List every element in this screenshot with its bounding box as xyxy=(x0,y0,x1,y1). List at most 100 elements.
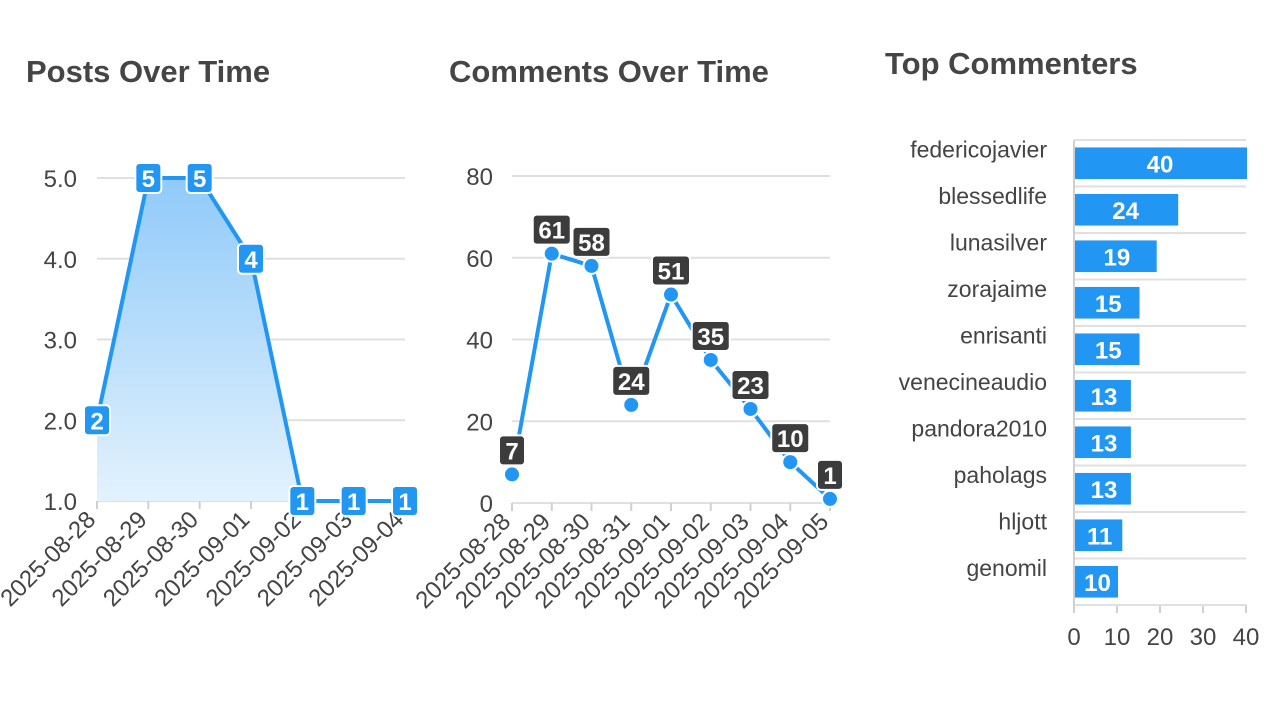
commenter-bar xyxy=(1075,286,1140,319)
comments-data-label: 7 xyxy=(498,434,526,467)
comments-point xyxy=(503,465,521,484)
commenter-value-label: 19 xyxy=(1103,244,1130,271)
comments-data-label: 35 xyxy=(690,319,731,352)
posts-panel: Posts Over Time 1.0 2.0 3.0 4.0 5.0 2025-08-2… xyxy=(0,0,430,720)
comments-data-label-text: 61 xyxy=(538,218,565,245)
posts-data-label-box xyxy=(83,404,111,437)
comments-data-label: 10 xyxy=(770,422,811,455)
comments-data-label-box xyxy=(770,422,811,455)
comments-data-label-text: 51 xyxy=(658,259,685,286)
comments-data-label-text: 1 xyxy=(823,463,836,490)
comments-data-label: 24 xyxy=(611,364,652,397)
commenter-bar xyxy=(1075,426,1131,459)
commenter-value-label: 40 xyxy=(1147,151,1174,178)
commenters-xtick-label: 10 xyxy=(1104,624,1131,651)
posts-chart: 1.02.03.04.05.02025-08-282025-08-292025-… xyxy=(0,162,419,612)
posts-chart-title: Posts Over Time xyxy=(26,54,271,89)
posts-data-label: 2 xyxy=(83,404,111,437)
posts-data-label-text: 4 xyxy=(244,247,258,274)
comments-data-label: 1 xyxy=(816,458,844,491)
commenter-name-label: blessedlife xyxy=(938,183,1047,209)
posts-data-label-box xyxy=(391,485,419,517)
posts-data-label-box xyxy=(339,485,368,517)
comments-data-label-box xyxy=(611,364,652,397)
commenter-name-label: paholags xyxy=(954,462,1047,488)
posts-data-label: 5 xyxy=(134,162,163,194)
comments-data-label: 58 xyxy=(571,225,612,258)
commenter-name-label: federicojavier xyxy=(910,136,1047,162)
comments-data-label: 61 xyxy=(531,213,572,246)
comments-data-label: 51 xyxy=(651,254,691,287)
comments-data-label-box xyxy=(531,213,572,246)
commenter-name-label: lunasilver xyxy=(950,229,1047,255)
comments-data-label-box xyxy=(498,434,526,467)
commenter-bar xyxy=(1075,472,1131,505)
posts-data-label-box xyxy=(288,485,317,517)
commenter-value-label: 13 xyxy=(1091,430,1118,457)
posts-data-label-box xyxy=(134,162,163,194)
commenter-name-label: zorajaime xyxy=(947,276,1047,302)
posts-data-label-text: 5 xyxy=(193,166,206,193)
posts-data-label-text: 1 xyxy=(296,489,309,516)
comments-data-label-text: 23 xyxy=(737,373,764,400)
comments-ytick-label: 0 xyxy=(480,491,493,518)
comments-data-label-text: 24 xyxy=(618,369,645,396)
posts-data-label-box xyxy=(185,162,214,194)
comments-ytick-label: 20 xyxy=(466,409,493,436)
comments-ytick-label: 40 xyxy=(466,328,493,355)
comments-data-label-text: 58 xyxy=(578,230,605,257)
commenter-name-label: hljott xyxy=(998,508,1047,534)
posts-data-label-text: 1 xyxy=(347,489,360,516)
posts-data-label-text: 5 xyxy=(142,166,155,193)
commenter-bar xyxy=(1075,147,1247,180)
commenter-name-label: venecineaudio xyxy=(899,369,1047,395)
comments-ytick-label: 80 xyxy=(466,164,493,191)
commenter-value-label: 24 xyxy=(1112,198,1139,225)
commenter-bar xyxy=(1075,333,1140,366)
posts-data-label: 5 xyxy=(185,162,214,194)
commenter-name-label: genomil xyxy=(966,555,1047,581)
posts-data-label-text: 2 xyxy=(90,408,103,435)
comments-data-label: 23 xyxy=(730,368,771,401)
commenters-xtick-label: 0 xyxy=(1067,624,1080,651)
posts-data-label-box xyxy=(237,242,265,275)
posts-ytick-label: 3.0 xyxy=(44,328,77,355)
comments-chart-title: Comments Over Time xyxy=(449,54,769,89)
comments-point xyxy=(821,489,839,508)
posts-ytick-label: 2.0 xyxy=(44,408,77,435)
commenters-chart: 0 10 20 30 40federicojavier40blessedlife24lu… xyxy=(899,136,1260,651)
comments-point xyxy=(781,453,800,472)
commenter-value-label: 15 xyxy=(1095,291,1122,318)
comments-point xyxy=(701,350,720,369)
commenter-bar xyxy=(1075,240,1157,273)
comments-point xyxy=(582,256,601,275)
comments-chart: 0204060802025-08-282025-08-292025-08-302… xyxy=(410,164,844,614)
comments-data-label-text: 35 xyxy=(697,324,724,351)
commenters-panel: Top Commenters 0 10 20 30 40 federicojavier 40… xyxy=(860,0,1280,720)
commenter-value-label: 10 xyxy=(1084,570,1111,597)
comments-data-label-box xyxy=(690,319,731,352)
posts-data-label: 4 xyxy=(237,242,265,275)
commenter-name-label: pandora2010 xyxy=(911,415,1047,441)
comments-point xyxy=(622,395,641,414)
commenter-bar xyxy=(1075,565,1118,598)
commenter-value-label: 11 xyxy=(1087,523,1112,550)
commenter-bar xyxy=(1075,519,1123,552)
posts-data-label: 1 xyxy=(339,485,368,517)
comments-data-label-box xyxy=(816,458,844,491)
comments-data-label-box xyxy=(571,225,612,258)
commenter-name-label: enrisanti xyxy=(960,322,1047,348)
comments-data-label-box xyxy=(651,254,691,287)
commenters-xtick-label: 40 xyxy=(1233,624,1260,651)
commenter-bar xyxy=(1075,193,1179,226)
comments-point xyxy=(741,399,760,418)
posts-data-label: 1 xyxy=(288,485,317,517)
posts-ytick-label: 5.0 xyxy=(44,166,77,193)
commenter-value-label: 13 xyxy=(1091,477,1118,504)
comments-data-label-box xyxy=(730,368,771,401)
commenter-value-label: 13 xyxy=(1091,384,1118,411)
commenters-chart-title: Top Commenters xyxy=(885,46,1138,81)
commenter-value-label: 15 xyxy=(1095,337,1122,364)
comments-panel: Comments Over Time 0 20 40 60 80 2025-08-28 20… xyxy=(410,0,860,720)
posts-data-label: 1 xyxy=(391,485,419,517)
